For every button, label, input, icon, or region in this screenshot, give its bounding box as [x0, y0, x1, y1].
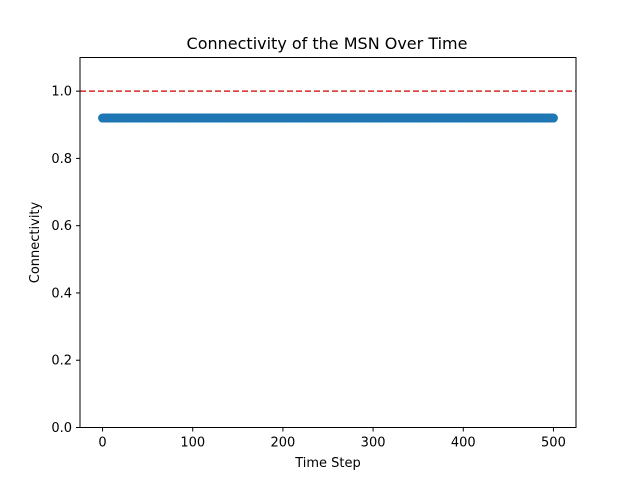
y-axis: 0.0 0.2 0.4 0.6 0.8 1.0: [51, 85, 80, 436]
y-tick-label: 0.2: [51, 354, 72, 369]
x-tick-label: 100: [180, 436, 205, 451]
y-tick-label: 1.0: [51, 85, 72, 100]
plot-frame: [79, 57, 577, 428]
x-tick-label: 0: [98, 436, 106, 451]
y-tick-label: 0.0: [51, 421, 72, 436]
y-tick-label: 0.8: [51, 152, 72, 167]
x-axis: 0 100 200 300 400 500: [98, 427, 566, 451]
chart-title: Connectivity of the MSN Over Time: [187, 34, 468, 53]
x-axis-label: Time Step: [294, 456, 361, 471]
plot-area: [80, 90, 576, 123]
x-tick-label: 500: [541, 436, 566, 451]
y-tick-label: 0.4: [51, 286, 72, 301]
y-axis-label: Connectivity: [28, 201, 43, 283]
x-tick-label: 400: [451, 436, 476, 451]
data-point: [548, 113, 558, 123]
x-tick-label: 300: [361, 436, 386, 451]
x-tick-label: 200: [270, 436, 295, 451]
y-tick-label: 0.6: [51, 219, 72, 234]
